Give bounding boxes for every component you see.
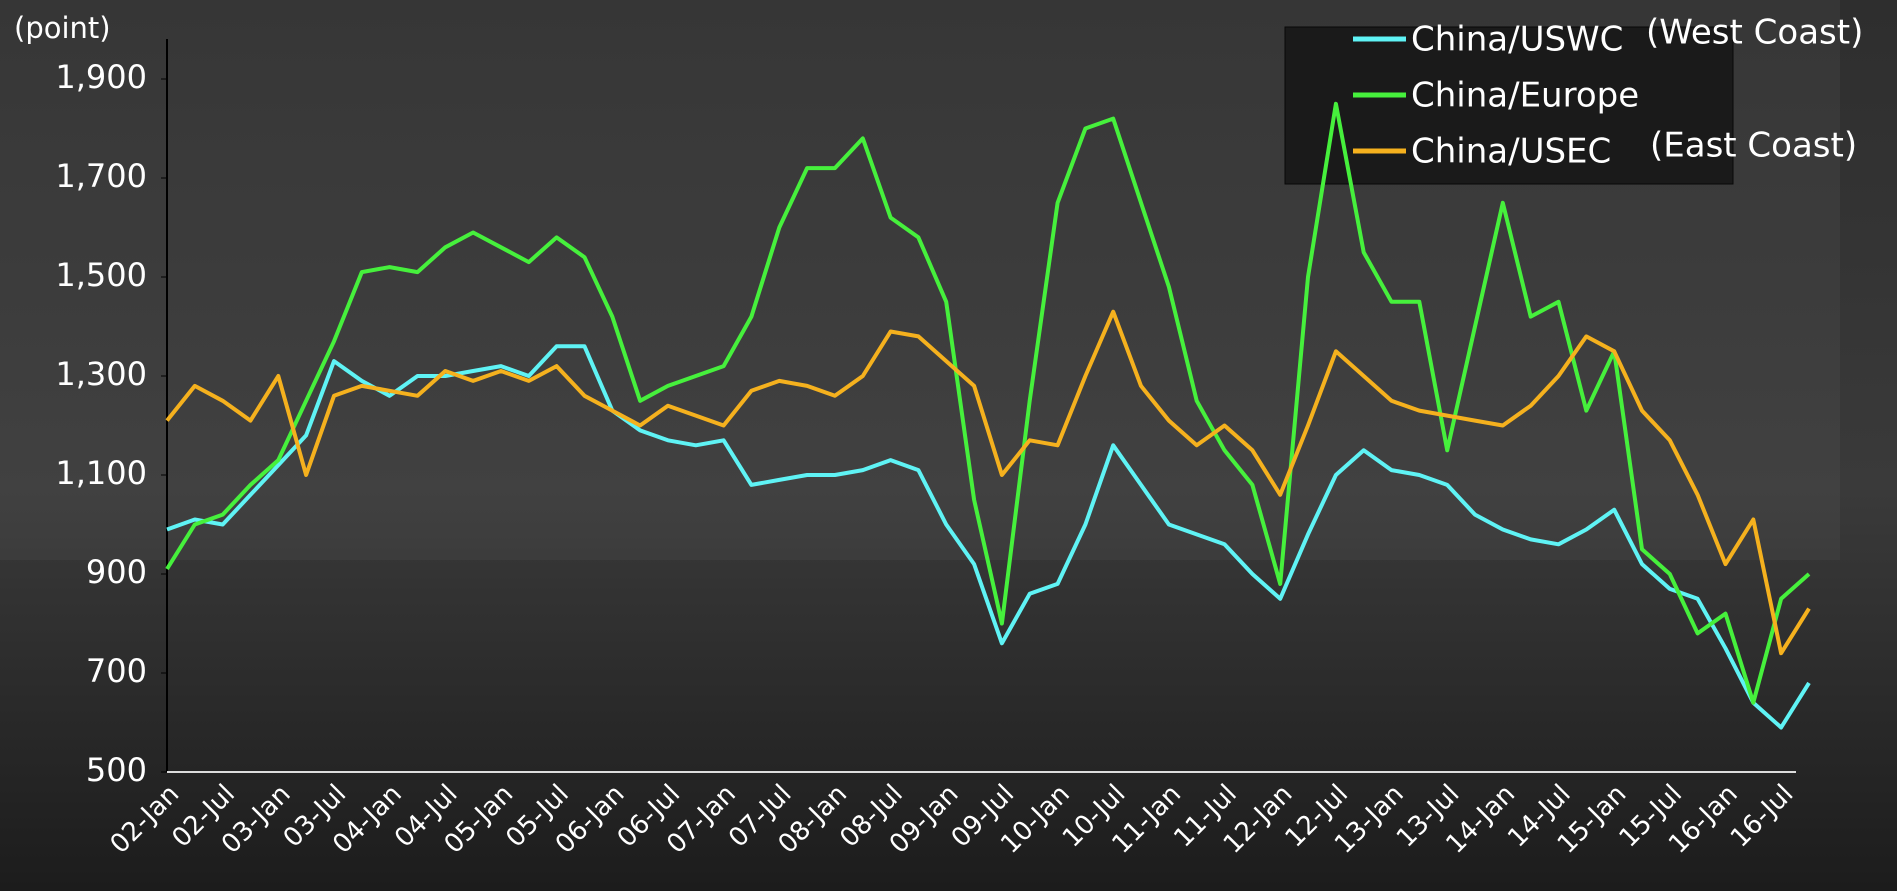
legend-box [1284,26,1734,185]
y-tick-label: 900 [86,553,147,591]
y-tick-label: 1,100 [55,454,147,492]
legend-label: China/USEC [1411,132,1611,172]
y-tick-label: 700 [86,652,147,690]
annotation: (West Coast) [1646,13,1863,53]
annotation: (East Coast) [1650,126,1857,166]
series-line [165,309,1811,656]
legend-label: China/USWC [1411,20,1623,60]
legend-label: China/Europe [1411,76,1639,116]
y-axis-title: (point) [14,11,111,45]
series-line [165,101,1811,705]
y-tick-label: 1,700 [55,157,147,195]
y-tick-label: 1,900 [55,58,147,96]
y-tick-label: 1,300 [55,355,147,393]
y-tick-label: 500 [86,751,147,789]
y-tick-label: 1,500 [55,256,147,294]
